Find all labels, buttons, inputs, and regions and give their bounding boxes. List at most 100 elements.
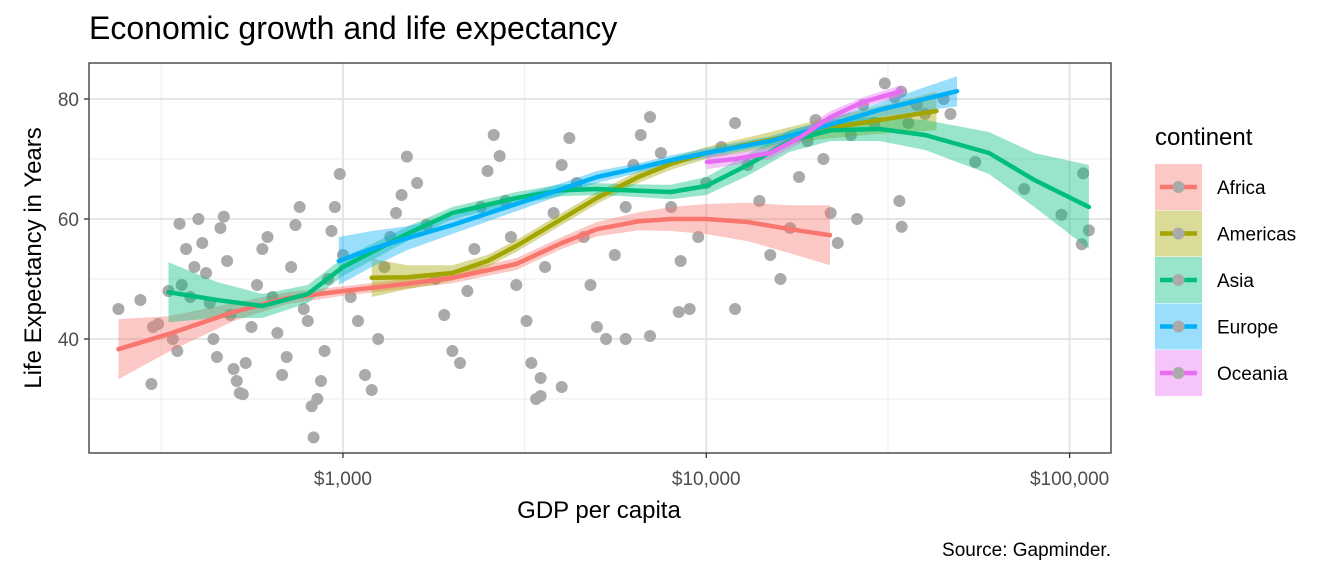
legend-point	[1172, 227, 1185, 240]
data-point	[824, 207, 837, 219]
data-point	[504, 231, 517, 243]
panel-border	[88, 62, 1112, 454]
data-point	[944, 108, 957, 120]
data-point	[468, 243, 481, 255]
legend-point	[1172, 367, 1185, 379]
data-point	[672, 306, 685, 318]
data-point	[307, 431, 320, 444]
smooth-lines	[116, 88, 1092, 352]
data-point	[359, 369, 372, 381]
data-point	[245, 321, 258, 333]
data-point	[378, 261, 391, 273]
smooth-line-oceania	[704, 88, 904, 165]
data-point	[196, 237, 209, 249]
data-point	[851, 213, 864, 225]
data-point	[547, 207, 560, 219]
data-point	[344, 291, 357, 303]
data-point	[764, 249, 777, 261]
data-point	[207, 333, 220, 345]
legend-label: Oceania	[1217, 364, 1288, 385]
data-point	[271, 327, 284, 339]
data-point	[878, 77, 891, 90]
y-axis-title: Life Expectancy in Years	[20, 127, 47, 389]
data-point	[311, 393, 324, 405]
panel-background	[89, 63, 1111, 453]
legend-key-asia: Asia	[1155, 257, 1254, 303]
data-point	[481, 165, 494, 177]
legend-label: Asia	[1217, 271, 1254, 292]
chart-title: Economic growth and life expectancy	[89, 10, 617, 46]
data-point	[643, 330, 656, 342]
data-point	[285, 261, 298, 273]
data-point	[525, 357, 538, 369]
legend-keys: Africa Americas Asia Europe Oceania	[1155, 164, 1296, 396]
data-point	[390, 207, 403, 219]
data-point	[555, 159, 568, 171]
x-axis-title: GDP per capita	[517, 497, 681, 524]
data-point	[902, 117, 915, 129]
data-point	[411, 177, 424, 189]
legend-label: Africa	[1217, 178, 1266, 199]
confidence-band-asia	[168, 117, 1089, 323]
legend-label: Americas	[1217, 225, 1296, 246]
data-point	[692, 231, 705, 243]
data-point	[774, 273, 787, 285]
data-point	[372, 333, 385, 345]
data-point	[280, 351, 293, 363]
data-point	[230, 375, 243, 387]
data-point	[454, 357, 467, 369]
data-point	[166, 333, 179, 345]
data-point	[683, 303, 696, 315]
data-point	[584, 279, 597, 291]
data-point	[1082, 224, 1095, 237]
data-point	[634, 129, 647, 141]
data-point	[180, 243, 193, 255]
data-point	[461, 285, 474, 297]
data-point	[1075, 238, 1088, 251]
legend-point	[1172, 274, 1185, 286]
data-point	[831, 237, 844, 249]
data-point	[395, 189, 408, 201]
data-point	[261, 231, 274, 243]
data-point	[293, 201, 306, 213]
data-point	[145, 378, 158, 390]
data-point	[563, 132, 576, 144]
confidence-band-europe	[338, 76, 958, 285]
data-point	[365, 384, 378, 396]
data-point	[1055, 208, 1068, 221]
data-point	[171, 345, 184, 357]
data-point	[729, 303, 742, 315]
data-point	[619, 201, 632, 213]
data-point	[325, 225, 338, 237]
data-point	[555, 381, 568, 393]
data-point	[227, 363, 240, 375]
data-point	[590, 321, 603, 333]
data-point	[188, 261, 201, 273]
x-tick-label: $10,000	[672, 469, 741, 490]
data-point	[520, 315, 533, 327]
data-point	[301, 315, 314, 327]
confidence-band-africa	[118, 202, 830, 380]
data-point	[256, 243, 269, 255]
legend: continent Africa Americas Asia Europe Oceani…	[1155, 124, 1296, 396]
legend-key-europe: Europe	[1155, 303, 1278, 350]
data-point	[236, 388, 249, 401]
data-point	[600, 333, 613, 345]
data-point	[510, 279, 523, 291]
data-point	[1018, 183, 1031, 195]
data-point	[200, 267, 213, 279]
data-point	[289, 219, 302, 231]
data-point	[438, 309, 451, 321]
data-point	[969, 156, 982, 168]
data-point	[893, 195, 906, 207]
data-point	[400, 150, 413, 163]
data-point	[729, 117, 742, 129]
data-point	[333, 168, 346, 180]
x-tick-label: $1,000	[314, 469, 372, 490]
data-point	[1077, 167, 1090, 180]
data-point	[214, 222, 227, 234]
data-point	[351, 315, 364, 327]
data-point	[608, 249, 621, 261]
data-point	[793, 171, 806, 183]
